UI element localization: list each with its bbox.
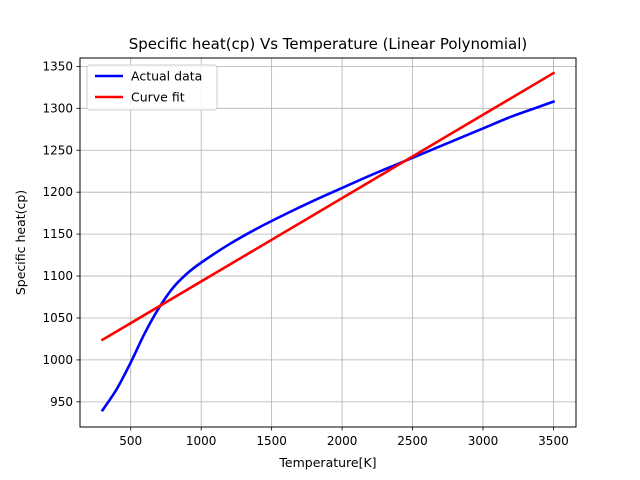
y-axis-title: Specific heat(cp) — [13, 190, 28, 295]
x-tick-label: 1000 — [186, 434, 217, 448]
series-layer — [100, 71, 556, 413]
y-tick-label: 1150 — [42, 227, 73, 241]
x-tick-label: 3500 — [538, 434, 569, 448]
legend: Actual data Curve fit — [86, 64, 218, 111]
y-tick-label: 1100 — [42, 269, 73, 283]
chart-title: Specific heat(cp) Vs Temperature (Linear… — [129, 35, 527, 53]
x-tick-label: 500 — [119, 434, 142, 448]
y-tick-label: 1350 — [42, 59, 73, 73]
x-tick-label: 2000 — [327, 434, 358, 448]
plot-area — [80, 58, 576, 427]
y-tick-label: 1000 — [42, 353, 73, 367]
x-tick-label: 1500 — [256, 434, 287, 448]
y-tick-label: 1050 — [42, 311, 73, 325]
x-axis-title: Temperature[K] — [278, 455, 376, 470]
y-tick-label: 950 — [50, 395, 73, 409]
x-tick-label: 2500 — [397, 434, 428, 448]
series-line-actual-data — [100, 99, 556, 413]
x-tick-label: 3000 — [468, 434, 499, 448]
y-tick-label: 1300 — [42, 101, 73, 115]
y-tick-label: 1250 — [42, 143, 73, 157]
legend-label-curve-fit: Curve fit — [131, 90, 185, 105]
plot-frame — [79, 57, 577, 428]
legend-label-actual-data: Actual data — [131, 69, 202, 84]
ticks: 500 1000 1500 2000 2500 3000 3500 950 1000 1050 11… — [42, 59, 568, 448]
grid — [80, 58, 576, 427]
y-tick-label: 1200 — [42, 185, 73, 199]
series-line-curve-fit — [100, 71, 556, 342]
